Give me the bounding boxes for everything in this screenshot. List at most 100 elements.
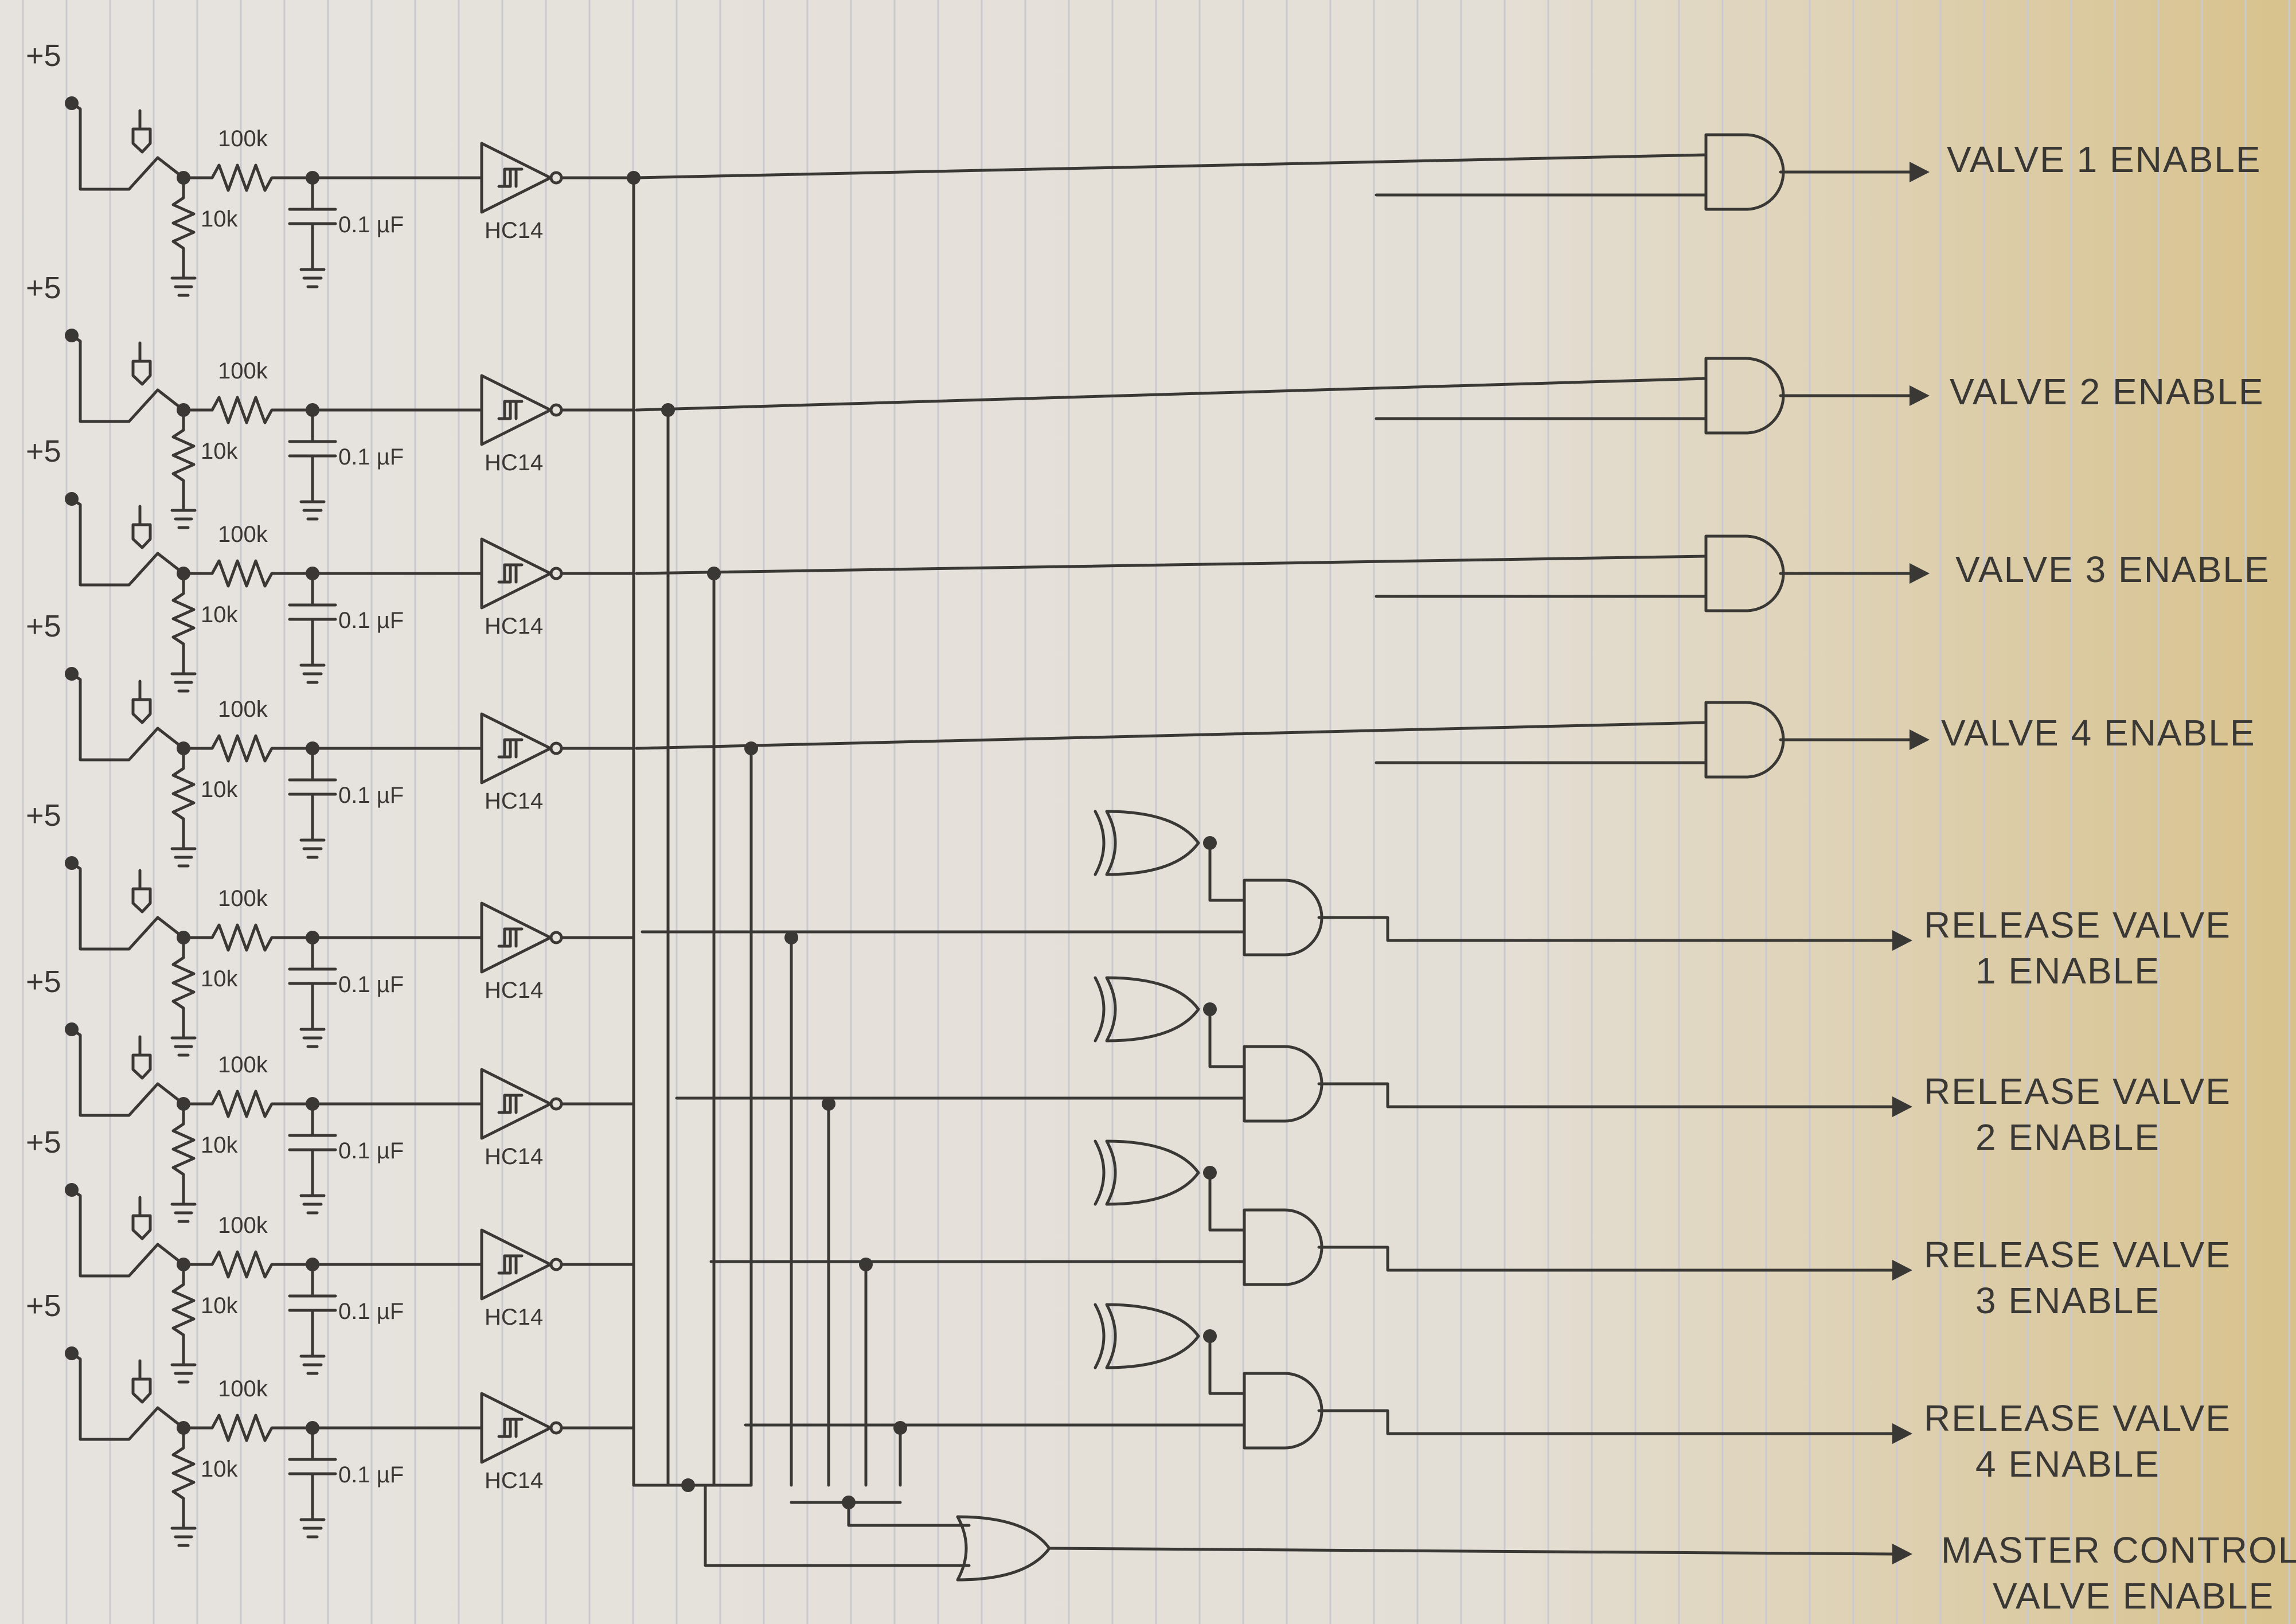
series-resistor — [182, 396, 311, 424]
capacitor-label: 0.1 µF — [338, 444, 404, 470]
input-channel: +5 10k 100k 0.1 µF HC14 — [26, 434, 635, 693]
bus-tap-dot — [627, 171, 641, 185]
series-resistor — [182, 1090, 311, 1118]
master-or-gate — [956, 1515, 1051, 1582]
bus-tap-dot — [859, 1258, 873, 1271]
xor-gate-curve — [1094, 1139, 1106, 1206]
hc14-buffer — [480, 1228, 552, 1301]
ground-symbol — [170, 509, 197, 529]
arrowhead — [1910, 385, 1930, 406]
hc14-label: HC14 — [485, 788, 543, 814]
hc14-buffer — [480, 901, 552, 974]
input-channel: +5 10k 100k 0.1 µF HC14 — [26, 1289, 635, 1547]
schmitt-symbol — [497, 738, 524, 759]
release-output-wire — [1317, 1082, 1894, 1108]
hc14-label: HC14 — [485, 218, 543, 243]
finger-icon — [131, 680, 152, 724]
output-label: VALVE 3 ENABLE — [1955, 549, 2270, 590]
xor-gate — [1105, 1139, 1200, 1206]
release-and-gate — [1243, 879, 1323, 957]
capacitor-label: 0.1 µF — [338, 212, 404, 237]
supply-label: +5 — [26, 965, 61, 999]
logic-gates — [635, 133, 1930, 1582]
pulldown-resistor — [171, 1102, 196, 1206]
input-channel: +5 10k 100k 0.1 µF HC14 — [26, 965, 635, 1223]
schmitt-symbol — [497, 1254, 524, 1275]
master-or-inputs — [704, 1484, 971, 1567]
resistor-100k-label: 100k — [218, 1213, 268, 1238]
hc14-label: HC14 — [485, 1144, 543, 1169]
schmitt-symbol — [497, 927, 524, 948]
ground-symbol — [170, 1036, 197, 1057]
supply-label: +5 — [26, 798, 61, 833]
finger-icon — [131, 869, 152, 914]
pushbutton-switch — [70, 861, 159, 951]
valve-enable-input — [635, 153, 1708, 179]
resistor-100k-label: 100k — [218, 1376, 268, 1402]
ground-symbol — [170, 1527, 197, 1547]
series-resistor — [182, 163, 311, 192]
output-label: 2 ENABLE — [1975, 1116, 2160, 1158]
output-label: RELEASE VALVE — [1924, 1397, 2231, 1439]
resistor-10k-label: 10k — [201, 1133, 238, 1158]
capacitor-0.1uf — [288, 1102, 337, 1215]
ground-symbol — [170, 1363, 197, 1384]
output-label: VALVE 1 ENABLE — [1947, 139, 2262, 180]
hc14-label: HC14 — [485, 1305, 543, 1330]
bus-join-dot — [681, 1478, 695, 1492]
input-channel: +5 10k 100k 0.1 µF HC14 — [26, 609, 635, 868]
resistor-100k-label: 100k — [218, 358, 268, 384]
valve-and-gate — [1704, 357, 1785, 435]
finger-icon — [131, 1196, 152, 1240]
release-output-wire — [1317, 916, 1894, 942]
pushbutton-switch — [70, 1352, 159, 1441]
resistor-10k-label: 10k — [201, 1293, 238, 1318]
master-output-wire — [1048, 1547, 1894, 1556]
xor-to-and — [1208, 841, 1246, 902]
pushbutton-switch — [70, 334, 159, 423]
capacitor-label: 0.1 µF — [338, 1299, 404, 1324]
output-label: RELEASE VALVE — [1924, 1234, 2231, 1275]
capacitor-label: 0.1 µF — [338, 783, 404, 808]
valve-enable-input — [635, 721, 1708, 750]
resistor-100k-label: 100k — [218, 126, 268, 151]
paper-rules — [22, 0, 2290, 1624]
xor-gate — [1105, 1303, 1200, 1369]
valve-and-gate — [1704, 133, 1785, 211]
output-label: VALVE 4 ENABLE — [1941, 712, 2256, 754]
xor-gate-curve — [1094, 976, 1106, 1043]
capacitor-0.1uf — [288, 408, 337, 521]
hc14-label: HC14 — [485, 978, 543, 1003]
xor-gate — [1105, 810, 1200, 876]
bus-tap-dot — [784, 931, 798, 944]
output-label: 3 ENABLE — [1975, 1280, 2160, 1321]
pushbutton-switch — [70, 102, 159, 191]
capacitor-label: 0.1 µF — [338, 972, 404, 997]
output-label: VALVE ENABLE — [1993, 1575, 2274, 1617]
resistor-10k-label: 10k — [201, 777, 238, 802]
output-label: 4 ENABLE — [1975, 1443, 2160, 1485]
finger-icon — [131, 341, 152, 386]
input-channel: +5 10k 100k 0.1 µF HC14 — [26, 1125, 635, 1384]
release-and-gate — [1243, 1208, 1323, 1286]
finger-icon — [131, 1359, 152, 1404]
valve-and-gate — [1704, 534, 1785, 612]
resistor-10k-label: 10k — [201, 602, 238, 627]
release-output-wire — [1317, 1409, 1894, 1435]
bus-tap-dot — [893, 1421, 907, 1435]
input-channel: +5 10k 100k 0.1 µF HC14 — [26, 798, 635, 1057]
bus-tap-dot — [822, 1097, 835, 1111]
output-label: RELEASE VALVE — [1924, 1071, 2231, 1112]
capacitor-label: 0.1 µF — [338, 1462, 404, 1488]
supply-label: +5 — [26, 271, 61, 305]
series-resistor — [182, 1250, 311, 1279]
supply-label: +5 — [26, 609, 61, 643]
schmitt-symbol — [497, 1418, 524, 1438]
capacitor-label: 0.1 µF — [338, 1138, 404, 1164]
pulldown-resistor — [171, 408, 196, 512]
ground-symbol — [170, 847, 197, 868]
arrowhead — [1910, 729, 1930, 750]
resistor-100k-label: 100k — [218, 697, 268, 722]
valve-and-gate — [1704, 701, 1785, 779]
pulldown-resistor — [171, 572, 196, 676]
